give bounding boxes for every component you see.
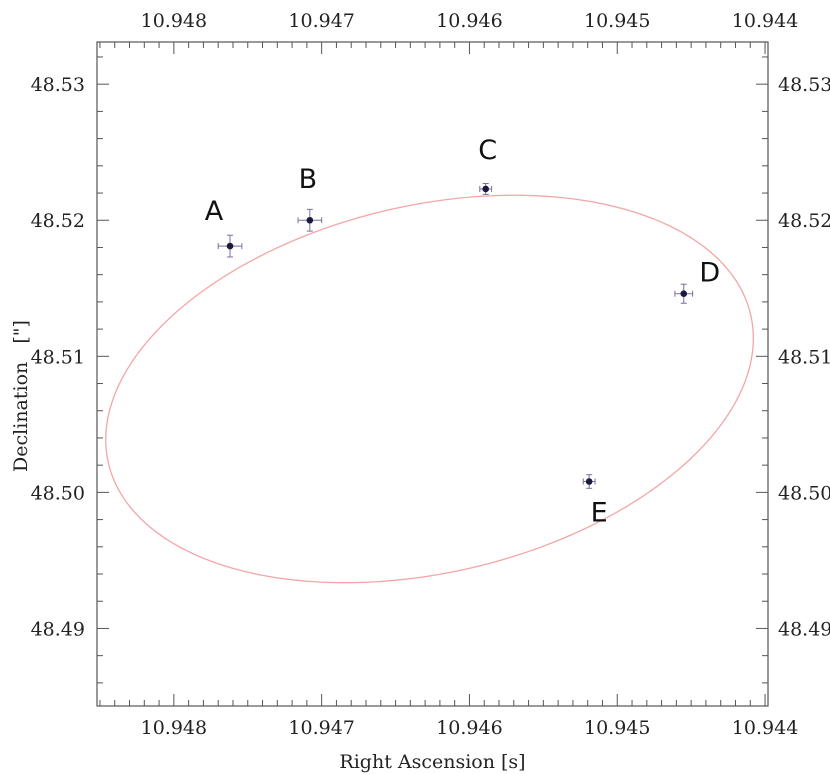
plot-frame (96, 41, 769, 707)
y-axis-title: Declination ["] (10, 320, 32, 472)
point-label: A (205, 196, 224, 227)
point-marker (680, 290, 688, 298)
y-tick-label: 48.51 (31, 346, 85, 368)
x-tick-label-top: 10.948 (141, 10, 207, 32)
point-label: D (699, 258, 720, 289)
x-tick-label: 10.946 (436, 717, 502, 739)
x-tick-label-top: 10.947 (288, 10, 354, 32)
point-marker (226, 242, 234, 250)
data-points: A B C D E (205, 135, 720, 529)
y-tick-label-right: 48.51 (778, 346, 830, 368)
data-point-d: D (674, 258, 720, 304)
ticks: 10.948 10.948 10.947 10.947 10.946 10.946 10.9… (31, 10, 830, 739)
point-label: C (478, 135, 497, 166)
data-point-c: C (478, 135, 497, 195)
x-tick-label-top: 10.946 (436, 10, 502, 32)
x-tick-label: 10.948 (141, 717, 207, 739)
y-tick-label: 48.49 (31, 618, 85, 640)
x-tick-label: 10.945 (584, 717, 650, 739)
x-tick-label: 10.944 (732, 717, 798, 739)
point-label: E (591, 497, 608, 528)
y-tick-label-right: 48.50 (778, 482, 830, 504)
y-tick-label-right: 48.52 (778, 210, 830, 232)
x-tick-label-top: 10.945 (584, 10, 650, 32)
point-marker (585, 478, 593, 485)
data-point-e: E (582, 474, 608, 528)
fit-ellipse (105, 194, 754, 584)
y-tick-label: 48.50 (31, 482, 85, 504)
data-point-b: B (297, 164, 323, 232)
point-label: B (299, 164, 318, 195)
fit-ellipse-layer (105, 194, 754, 584)
x-tick-label: 10.947 (288, 717, 354, 739)
y-tick-label-right: 48.49 (778, 618, 830, 640)
data-point-a: A (205, 196, 243, 258)
x-tick-label-top: 10.944 (732, 10, 798, 32)
y-tick-label: 48.52 (31, 210, 85, 232)
y-tick-label: 48.53 (31, 74, 85, 96)
x-axis-title: Right Ascension [s] (339, 751, 525, 773)
point-marker (306, 216, 314, 224)
y-tick-label-right: 48.53 (778, 74, 830, 96)
axes-frame (96, 41, 769, 707)
point-marker (482, 185, 490, 193)
